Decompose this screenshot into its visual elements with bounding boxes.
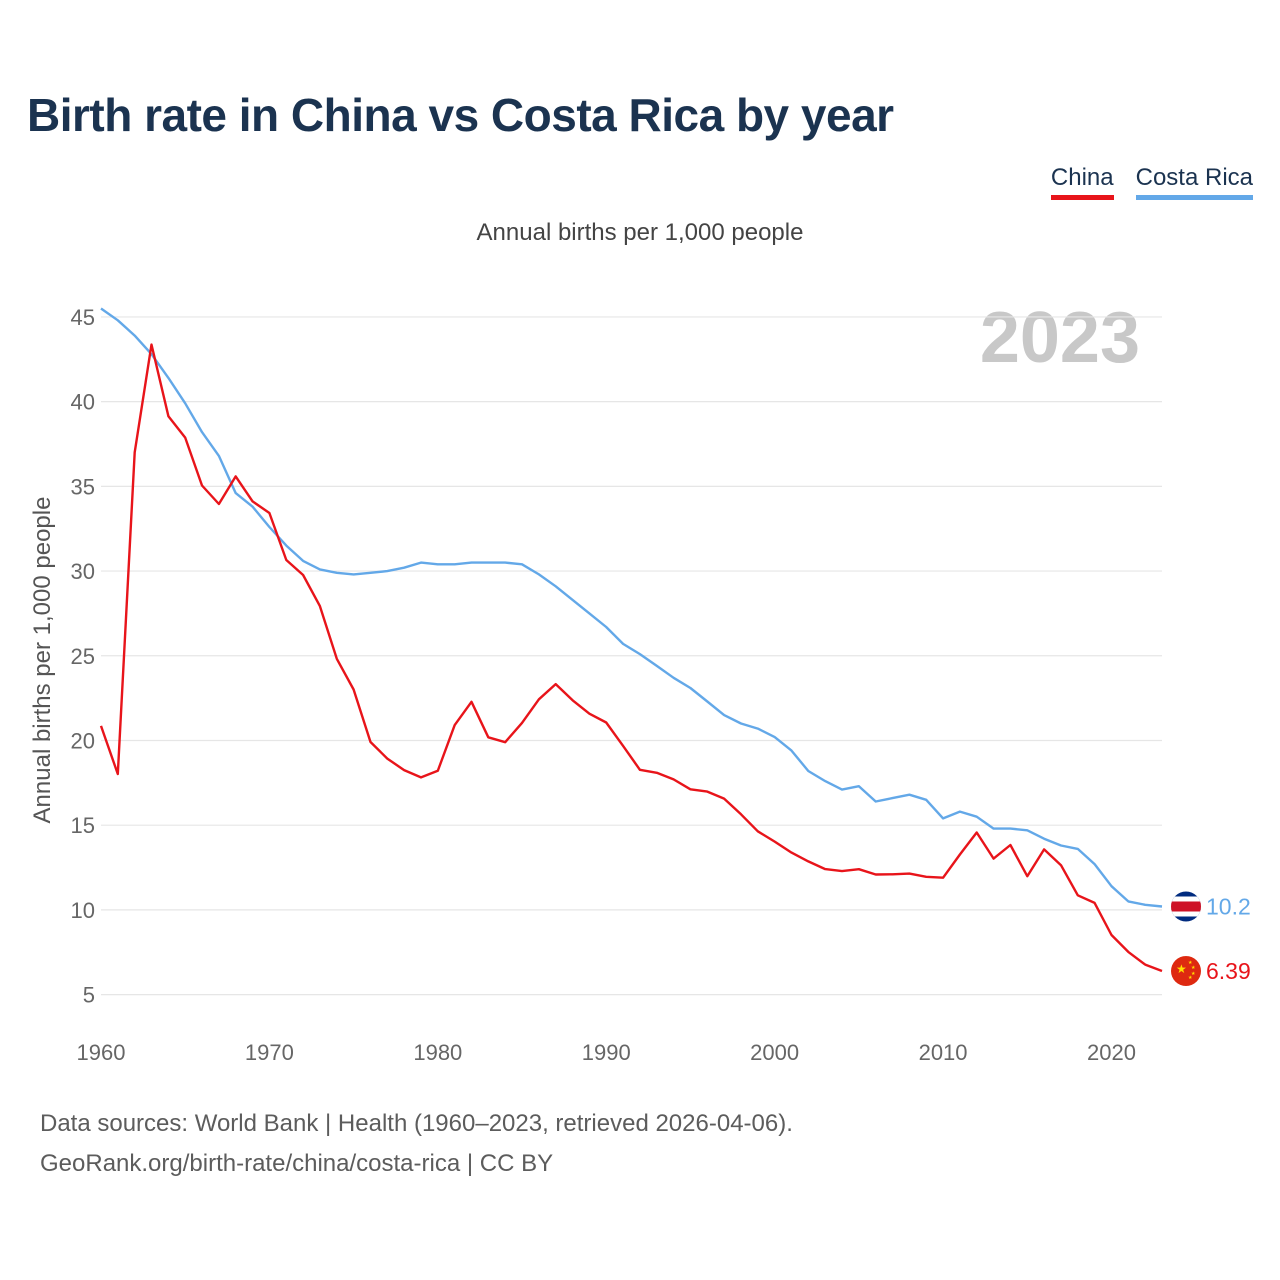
y-tick-label: 10 — [71, 898, 95, 923]
legend-item-costa-rica[interactable]: Costa Rica — [1135, 164, 1253, 200]
y-tick-label: 20 — [71, 728, 95, 753]
x-tick-label: 1990 — [582, 1040, 631, 1065]
end-value-label-costa-rica: 10.2 — [1206, 893, 1251, 919]
legend-item-china[interactable]: China — [1050, 164, 1114, 200]
series-line-china — [99, 343, 1163, 973]
source-link[interactable]: GeoRank.org/birth-rate/china/costa-rica … — [40, 1150, 554, 1177]
series-line-costa-rica — [100, 307, 1163, 908]
x-tick-label: 2020 — [1087, 1040, 1136, 1065]
year-watermark: 2023 — [980, 298, 1140, 378]
x-tick-label: 1960 — [77, 1040, 126, 1065]
end-value-label-china: 6.39 — [1206, 958, 1251, 984]
chart-subtitle: Annual births per 1,000 people — [477, 219, 804, 246]
costa-rica-flag-icon — [1171, 891, 1201, 922]
x-tick-label: 2010 — [919, 1040, 968, 1065]
data-sources-note: Data sources: World Bank | Health (1960–… — [40, 1110, 793, 1137]
y-tick-label: 35 — [71, 474, 95, 499]
svg-text:★: ★ — [1191, 971, 1196, 977]
china-flag-icon: ★ ★★★★ — [1171, 956, 1201, 987]
svg-text:★: ★ — [1191, 965, 1196, 971]
legend: China Costa Rica — [1050, 164, 1253, 200]
svg-text:★: ★ — [1188, 975, 1193, 981]
y-tick-label: 45 — [71, 305, 95, 330]
y-tick-label: 25 — [71, 644, 95, 669]
y-tick-label: 5 — [83, 983, 95, 1008]
x-tick-label: 1980 — [413, 1040, 462, 1065]
x-tick-label: 2000 — [750, 1040, 799, 1065]
footer: Data sources: World Bank | Health (1960–… — [40, 1104, 793, 1184]
y-tick-label: 40 — [71, 390, 95, 415]
y-tick-label: 15 — [71, 813, 95, 838]
svg-text:★: ★ — [1188, 960, 1193, 966]
y-axis-label: Annual births per 1,000 people — [29, 497, 56, 824]
y-tick-label: 30 — [71, 559, 95, 584]
chart-title: Birth rate in China vs Costa Rica by yea… — [27, 89, 894, 141]
x-tick-label: 1970 — [245, 1040, 294, 1065]
svg-text:★: ★ — [1176, 962, 1187, 976]
